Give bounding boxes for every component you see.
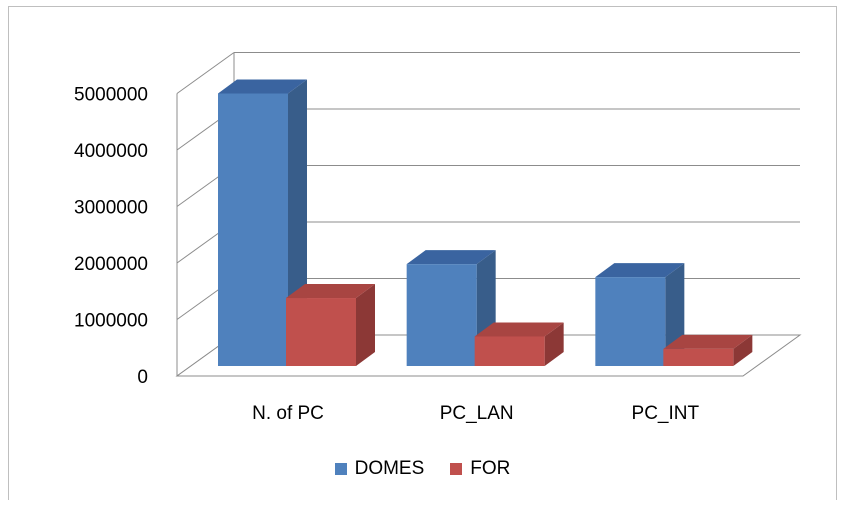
bar-chart-3d: 0 1000000 2000000 3000000 4000000 5000000 N. o… xyxy=(74,52,802,424)
bar-side-pc-int-for xyxy=(733,334,753,366)
y-tick-label-4000000: 4000000 xyxy=(74,141,148,162)
bar-top-pc-lan-for xyxy=(474,322,564,337)
legend-item-for: FOR xyxy=(450,458,510,480)
legend-label-domes: DOMES xyxy=(354,458,425,479)
chart-frame xyxy=(8,6,837,500)
legend: DOMES FOR xyxy=(0,458,845,480)
y-tick-label-0: 0 xyxy=(137,367,148,388)
y-tick-label-1000000: 1000000 xyxy=(74,311,148,332)
bar-top-n-of-pc-for xyxy=(286,284,375,299)
legend-swatch-for xyxy=(450,463,463,475)
bar-top-pc-int-for xyxy=(663,334,753,349)
bar-pc-int-for xyxy=(663,348,734,366)
bar-top-pc-lan-domes xyxy=(406,250,496,265)
bar-side-pc-lan-for xyxy=(544,322,564,366)
legend-swatch-domes xyxy=(334,463,347,475)
legend-item-domes: DOMES xyxy=(334,458,425,480)
y-tick-label-2000000: 2000000 xyxy=(74,254,148,275)
y-tick-label-5000000: 5000000 xyxy=(74,85,148,106)
x-tick-label-n-of-pc: N. of PC xyxy=(252,403,324,424)
wall-diagonal-5000000 xyxy=(176,52,235,94)
bar-top-n-of-pc-domes xyxy=(218,79,307,94)
bar-pc-lan-for xyxy=(474,336,545,366)
y-tick-label-3000000: 3000000 xyxy=(74,198,148,219)
bar-top-pc-int-domes xyxy=(595,263,685,278)
bar-pc-lan-domes xyxy=(406,264,477,366)
bar-side-n-of-pc-for xyxy=(356,284,375,366)
bar-pc-int-domes xyxy=(595,277,666,366)
legend-label-for: FOR xyxy=(470,458,511,479)
x-tick-label-pc-int: PC_INT xyxy=(632,403,700,424)
x-tick-label-pc-lan: PC_LAN xyxy=(440,403,514,424)
bar-n-of-pc-for xyxy=(286,298,356,366)
bar-n-of-pc-domes xyxy=(218,93,288,366)
